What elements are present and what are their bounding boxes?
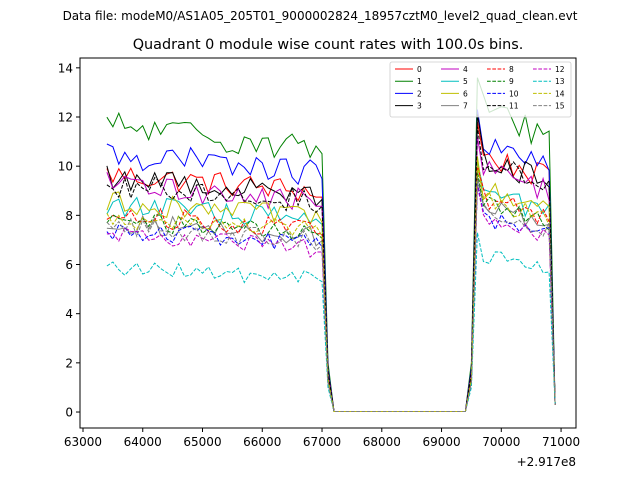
series-line-3 [106,114,556,412]
legend-label-15: 15 [555,102,565,111]
plot-area [106,77,556,412]
x-tick-label: 70000 [482,435,520,449]
x-tick-label: 71000 [542,435,580,449]
x-tick-label: 69000 [422,435,460,449]
legend-label-14: 14 [555,89,565,98]
legend-label-3: 3 [417,102,422,111]
y-tick-label: 6 [65,258,73,272]
series-line-4 [106,136,556,412]
x-tick-label: 64000 [124,435,162,449]
x-tick-label: 67000 [303,435,341,449]
legend-label-7: 7 [463,102,468,111]
series-line-13 [106,232,556,412]
series-line-11 [106,126,556,412]
y-tick-label: 8 [65,209,73,223]
legend-label-8: 8 [509,65,514,74]
legend-label-13: 13 [555,77,565,86]
legend-label-5: 5 [463,77,468,86]
series-line-2 [106,109,556,412]
x-offset-label: +2.917e8 [517,455,576,469]
legend-label-12: 12 [555,65,565,74]
legend-label-10: 10 [509,89,519,98]
series-line-15 [106,180,556,412]
y-tick-label: 2 [65,356,73,370]
x-tick-label: 68000 [363,435,401,449]
x-tick-label: 66000 [243,435,281,449]
series-line-8 [106,166,556,412]
x-tick-label: 63000 [64,435,102,449]
legend-box [389,61,572,118]
series-line-12 [106,185,556,412]
y-tick-label: 12 [58,111,73,125]
data-file-suptitle: Data file: modeM0/AS1A05_205T01_90000028… [63,9,578,23]
x-axis: 63000 64000 65000 66000 67000 68000 69000 70000… [64,428,580,449]
y-tick-label: 4 [65,307,73,321]
y-tick-label: 0 [65,406,73,420]
y-tick-label: 14 [58,61,73,75]
y-axis: 0 2 4 6 8 10 12 14 [58,61,80,420]
legend-label-6: 6 [463,89,468,98]
chart-title: Quadrant 0 module wise count rates with … [133,37,524,53]
y-tick-label: 10 [58,160,73,174]
legend-label-1: 1 [417,77,422,86]
series-line-14 [106,166,556,412]
legend-label-2: 2 [417,89,422,98]
legend-label-11: 11 [509,102,519,111]
legend-label-4: 4 [463,65,468,74]
legend-label-9: 9 [509,77,514,86]
axes-frame [79,57,577,429]
legend-label-0: 0 [417,65,422,74]
series-line-9 [106,171,556,412]
x-tick-label: 65000 [183,435,221,449]
series-line-0 [106,121,556,412]
